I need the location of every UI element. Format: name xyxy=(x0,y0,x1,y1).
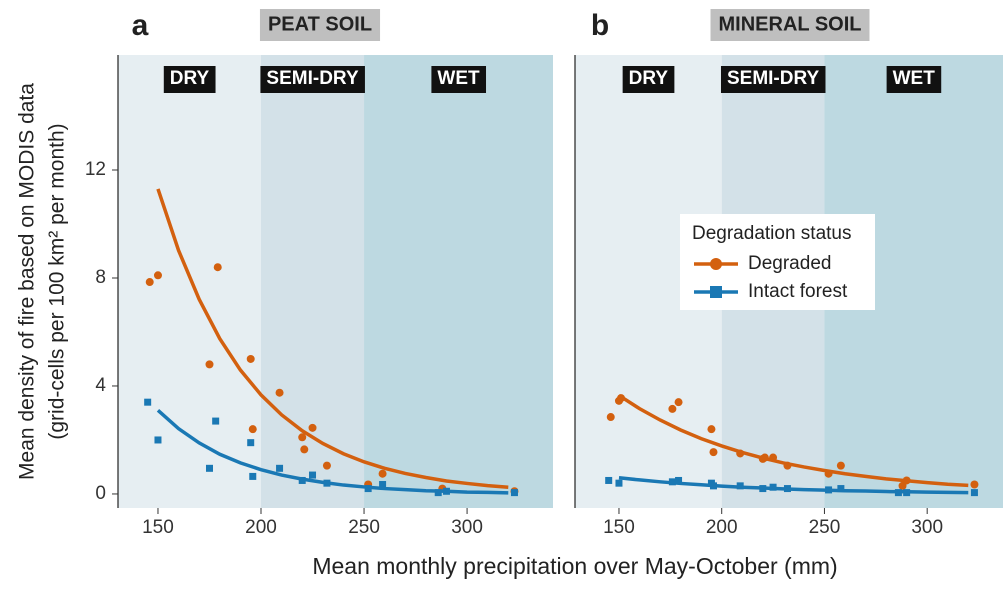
point xyxy=(300,445,309,454)
point xyxy=(606,413,615,422)
x-tick-label: 300 xyxy=(911,517,943,538)
point xyxy=(205,464,213,472)
y-tick-label: 0 xyxy=(95,483,106,504)
panel-title-bg xyxy=(710,9,870,41)
point xyxy=(205,360,214,369)
region-label-bg xyxy=(886,66,942,93)
point xyxy=(145,278,154,287)
x-tick-label: 250 xyxy=(348,517,380,538)
point xyxy=(246,354,255,363)
panel-title: MINERAL SOIL xyxy=(719,13,862,35)
legend-label: Intact forest xyxy=(748,281,848,302)
panel-label: b xyxy=(591,9,609,42)
point xyxy=(970,489,978,497)
point xyxy=(153,271,162,280)
region-label: WET xyxy=(437,68,480,89)
region-label-bg xyxy=(720,66,826,93)
fit-line xyxy=(618,393,969,488)
point xyxy=(898,481,907,490)
panel-label: a xyxy=(132,9,149,42)
point xyxy=(615,479,623,487)
region-label-bg xyxy=(163,66,216,93)
region-label: SEMI-DRY xyxy=(266,68,359,89)
point xyxy=(709,448,718,457)
x-tick-label: 150 xyxy=(603,517,635,538)
point xyxy=(707,425,716,434)
x-tick-label: 300 xyxy=(451,517,483,538)
fit-line xyxy=(156,188,509,489)
legend-marker xyxy=(710,258,722,270)
region xyxy=(118,55,262,508)
region-label: SEMI-DRY xyxy=(727,68,820,89)
point xyxy=(144,398,152,406)
region-label: DRY xyxy=(629,68,669,89)
region-label-bg xyxy=(622,66,675,93)
y-tick-label: 12 xyxy=(85,159,106,180)
panel-title-bg xyxy=(259,9,381,41)
x-tick-label: 150 xyxy=(142,517,174,538)
y-axis-label: (grid-cells per 100 km² per month) xyxy=(46,123,69,439)
point xyxy=(213,263,222,272)
region-label: WET xyxy=(893,68,936,89)
point xyxy=(605,476,613,484)
x-axis-label: Mean monthly precipitation over May-Octo… xyxy=(312,553,837,579)
point xyxy=(378,469,387,478)
point xyxy=(379,481,387,489)
point xyxy=(212,417,220,425)
point xyxy=(668,404,677,413)
legend-title: Degradation status xyxy=(692,223,852,244)
point xyxy=(837,485,845,493)
y-tick-label: 8 xyxy=(95,267,106,288)
region xyxy=(261,55,365,508)
point xyxy=(275,388,284,397)
point xyxy=(510,489,518,497)
x-tick-label: 200 xyxy=(706,517,738,538)
region-label-bg xyxy=(260,66,365,93)
y-tick-label: 4 xyxy=(95,375,106,396)
point xyxy=(248,425,257,434)
x-tick-label: 250 xyxy=(809,517,841,538)
x-tick-label: 200 xyxy=(245,517,277,538)
point xyxy=(249,472,257,480)
point xyxy=(276,464,284,472)
panel-title: PEAT SOIL xyxy=(268,13,372,35)
point xyxy=(154,436,162,444)
point xyxy=(322,461,331,470)
legend-label: Degraded xyxy=(748,253,831,274)
fit-line xyxy=(156,408,509,495)
region-label-bg xyxy=(431,66,487,93)
point xyxy=(970,480,979,489)
region xyxy=(364,55,553,508)
point xyxy=(836,461,845,470)
point xyxy=(298,433,307,442)
point xyxy=(309,471,317,479)
y-axis-label: Mean density of fire based on MODIS data xyxy=(16,83,39,480)
region-label: DRY xyxy=(170,68,210,89)
fit-line xyxy=(618,476,969,495)
point xyxy=(674,398,683,407)
point xyxy=(247,439,255,447)
legend-marker xyxy=(710,286,722,298)
point xyxy=(308,423,317,432)
point xyxy=(675,476,683,484)
